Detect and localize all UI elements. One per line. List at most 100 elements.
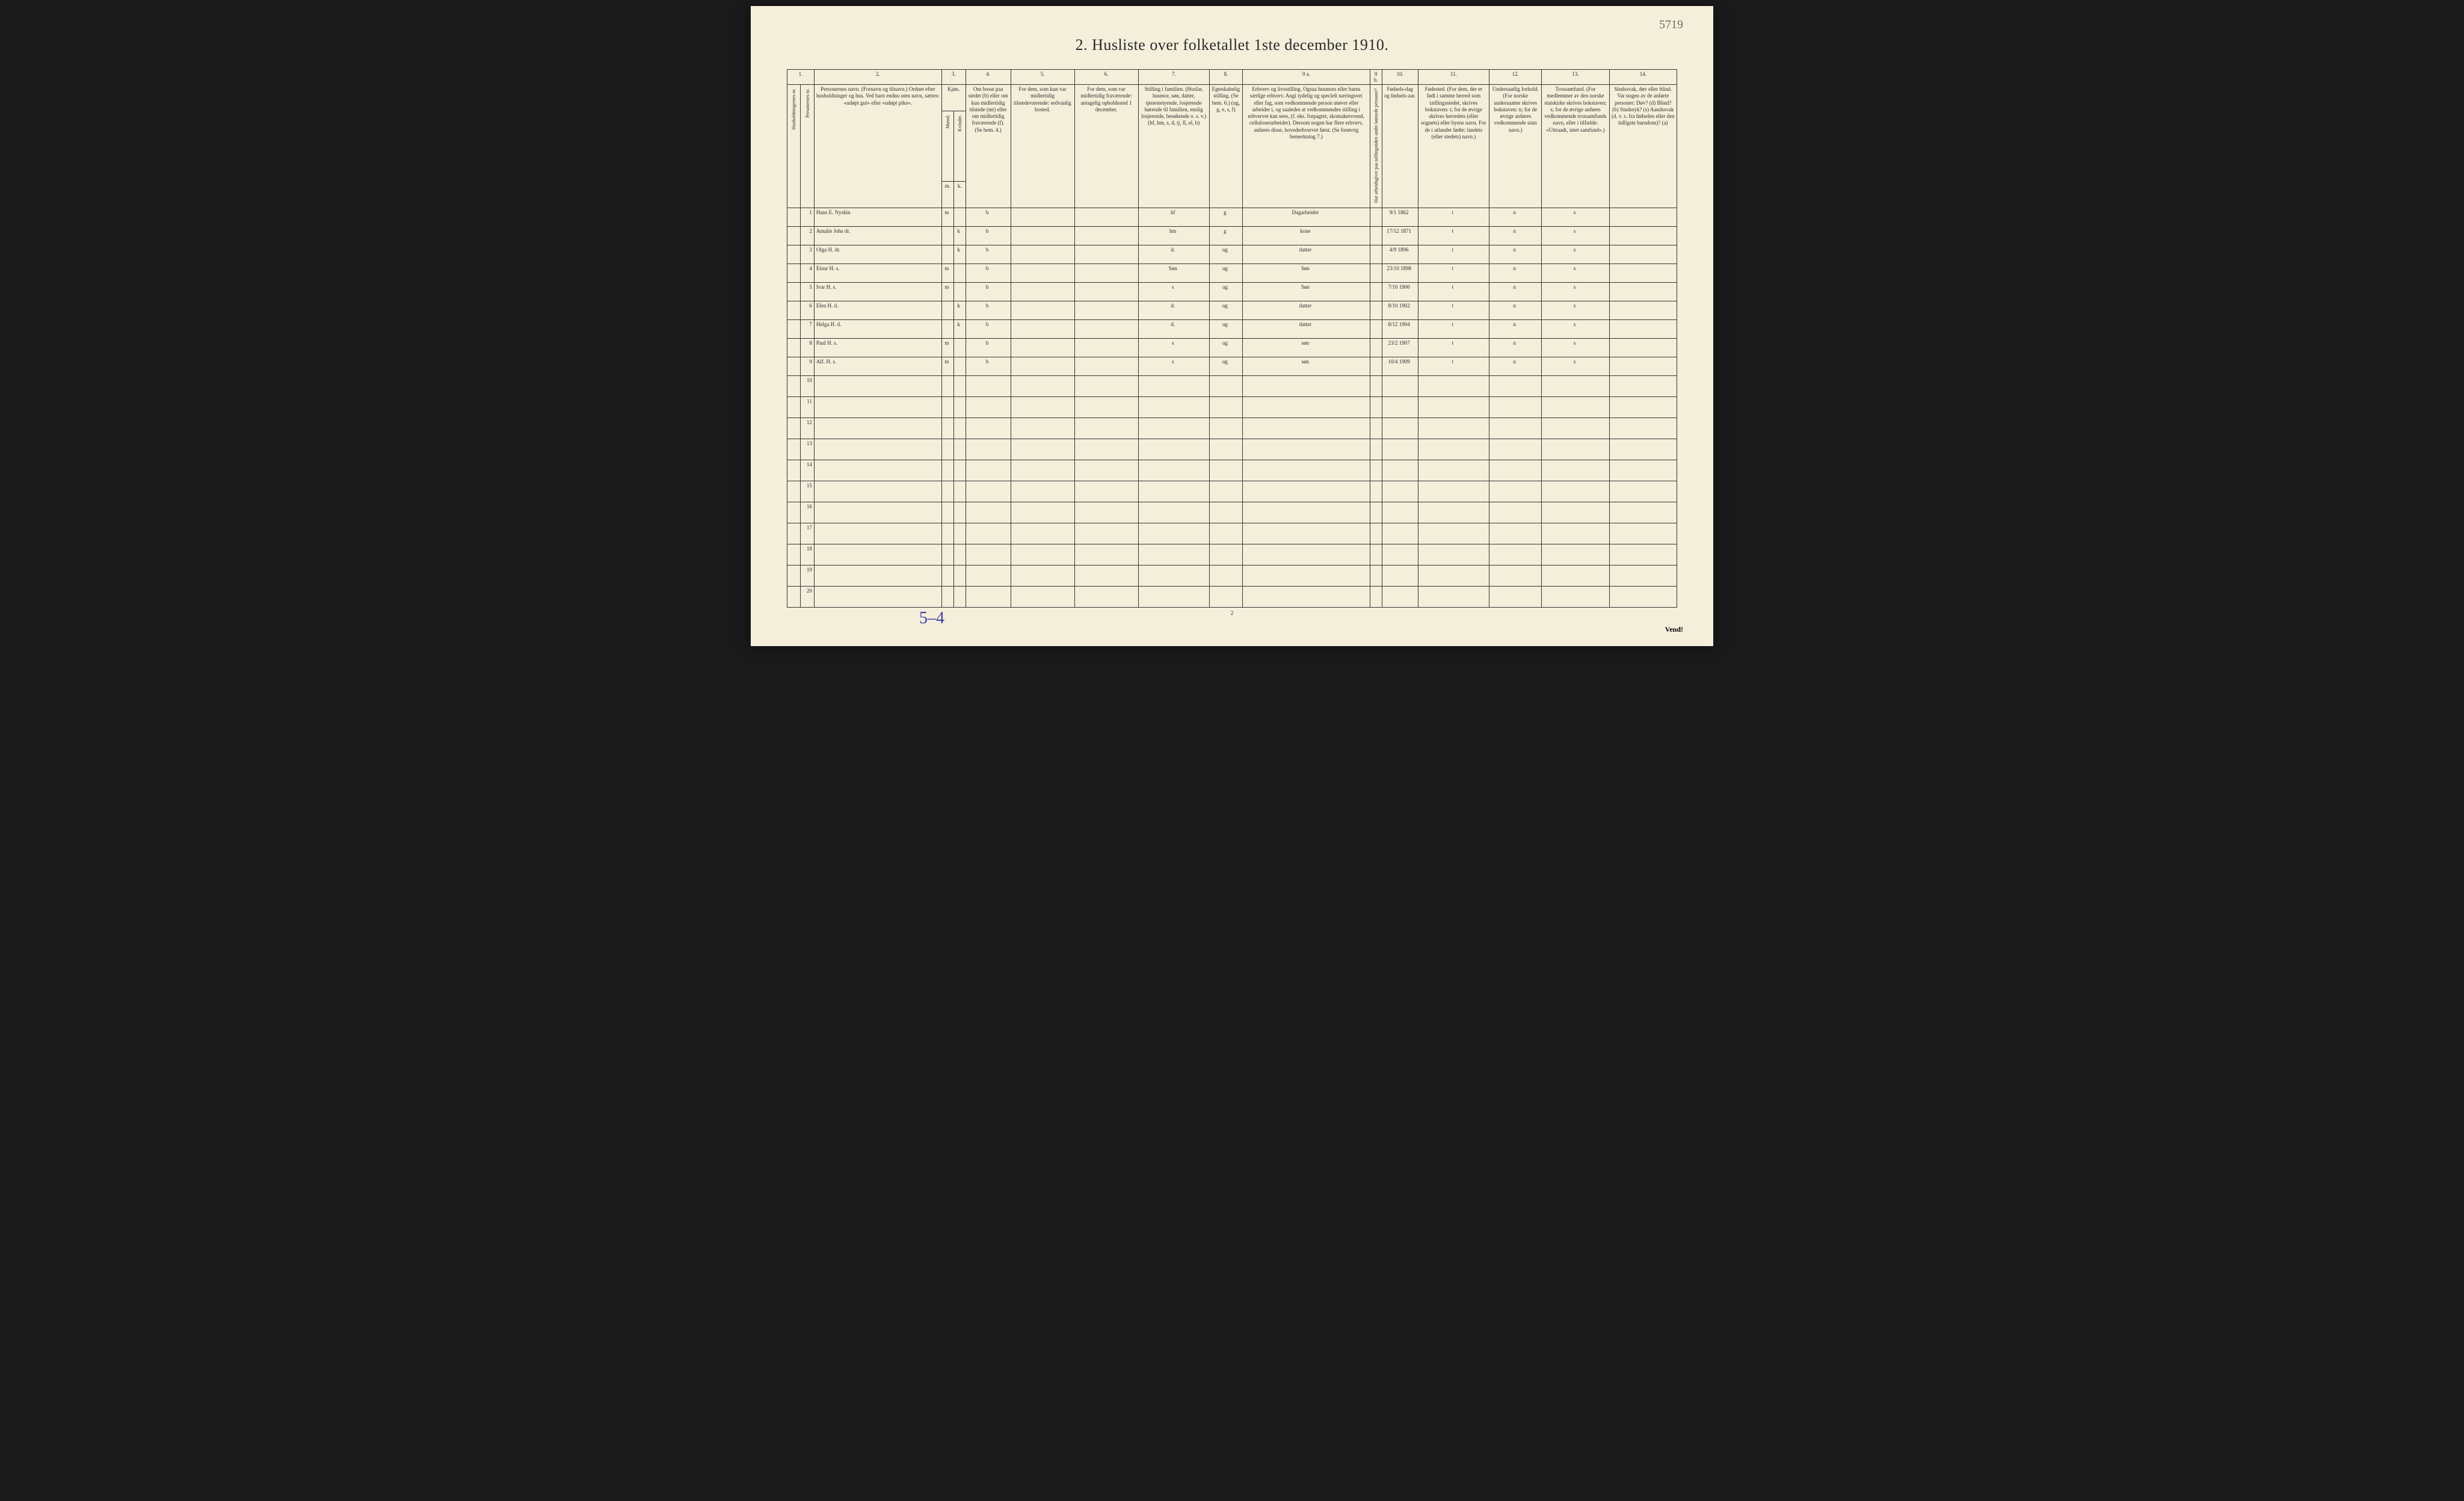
household-cell [787,208,801,227]
temp-present-cell [1011,523,1074,544]
employer-cell [1370,357,1382,376]
col-num-4: 4. [966,70,1011,85]
nationality-cell: n [1489,320,1542,339]
temp-present-cell [1011,339,1074,357]
employer-cell [1370,397,1382,418]
hdr-birthplace: Fødested. (For dem, der er født i samme … [1418,85,1489,208]
col-num-9a: 9 a. [1242,70,1370,85]
nationality-cell [1489,544,1542,566]
religion-cell [1542,587,1609,608]
employer-cell [1370,301,1382,320]
employer-cell [1370,418,1382,439]
temp-present-cell [1011,439,1074,460]
family-pos-cell [1138,566,1209,587]
occupation-cell [1242,376,1370,397]
birthdate-cell: 8/12 1904 [1382,320,1418,339]
female-cell: k [953,227,966,245]
household-cell [787,245,801,264]
table-row: 3Olga H. dr.kbd.ugdatter4/9 1896tns [787,245,1677,264]
table-row: 4Einar H. s.mbSønugSøn23/10 1898tns [787,264,1677,283]
table-row: 12 [787,418,1677,439]
employer-cell [1370,245,1382,264]
birthdate-cell [1382,439,1418,460]
family-pos-cell: hm [1138,227,1209,245]
household-cell [787,587,801,608]
birthplace-cell: t [1418,245,1489,264]
religion-cell [1542,418,1609,439]
employer-cell [1370,227,1382,245]
birthplace-cell [1418,376,1489,397]
temp-present-cell [1011,544,1074,566]
birthdate-cell: 10/4 1909 [1382,357,1418,376]
family-pos-cell: Søn [1138,264,1209,283]
residence-cell [966,397,1011,418]
hdr-marital: Egteskabelig stilling. (Se bem. 6.) (ug,… [1209,85,1242,208]
nationality-cell: n [1489,339,1542,357]
disability-cell [1609,544,1677,566]
person-no-cell: 9 [801,357,814,376]
female-cell [953,566,966,587]
marital-cell [1209,587,1242,608]
disability-cell [1609,339,1677,357]
temp-present-cell [1011,357,1074,376]
col-num-12: 12. [1489,70,1542,85]
female-cell: k [953,320,966,339]
disability-cell [1609,283,1677,301]
marital-cell [1209,544,1242,566]
family-pos-cell [1138,397,1209,418]
name-cell [814,566,941,587]
family-pos-cell: d. [1138,301,1209,320]
temp-present-cell [1011,566,1074,587]
birthplace-cell [1418,523,1489,544]
hdr-residence: Om bosat paa stedet (b) eller om kun mid… [966,85,1011,208]
birthplace-cell [1418,587,1489,608]
marital-cell: ug [1209,320,1242,339]
table-row: 19 [787,566,1677,587]
household-cell [787,481,801,502]
employer-cell [1370,523,1382,544]
temp-present-cell [1011,245,1074,264]
disability-cell [1609,357,1677,376]
col-num-1: 1. [787,70,815,85]
col-num-2: 2. [814,70,941,85]
disability-cell [1609,481,1677,502]
name-cell [814,502,941,523]
disability-cell [1609,208,1677,227]
female-cell [953,418,966,439]
temp-present-cell [1011,227,1074,245]
person-no-cell: 6 [801,301,814,320]
nationality-cell [1489,376,1542,397]
birthplace-cell [1418,418,1489,439]
household-cell [787,376,801,397]
birthdate-cell [1382,418,1418,439]
person-no-cell: 10 [801,376,814,397]
religion-cell: s [1542,320,1609,339]
table-row: 14 [787,460,1677,481]
temp-present-cell [1011,264,1074,283]
nationality-cell [1489,587,1542,608]
hdr-occupation: Erhverv og livsstilling. Ogsaa husmors e… [1242,85,1370,208]
male-cell [941,245,953,264]
temp-absent-cell [1074,245,1138,264]
residence-cell [966,523,1011,544]
occupation-cell: Dagarbeider [1242,208,1370,227]
employer-cell [1370,208,1382,227]
female-cell [953,264,966,283]
household-cell [787,339,801,357]
male-cell [941,460,953,481]
temp-absent-cell [1074,339,1138,357]
disability-cell [1609,376,1677,397]
temp-present-cell [1011,460,1074,481]
household-cell [787,283,801,301]
male-cell [941,227,953,245]
temp-absent-cell [1074,418,1138,439]
hdr-temp-present: For dem, som kun var midlertidig tilsted… [1011,85,1074,208]
temp-present-cell [1011,397,1074,418]
name-cell [814,418,941,439]
temp-absent-cell [1074,227,1138,245]
disability-cell [1609,502,1677,523]
birthplace-cell [1418,439,1489,460]
temp-absent-cell [1074,397,1138,418]
name-cell: Alf. H. s. [814,357,941,376]
residence-cell [966,544,1011,566]
